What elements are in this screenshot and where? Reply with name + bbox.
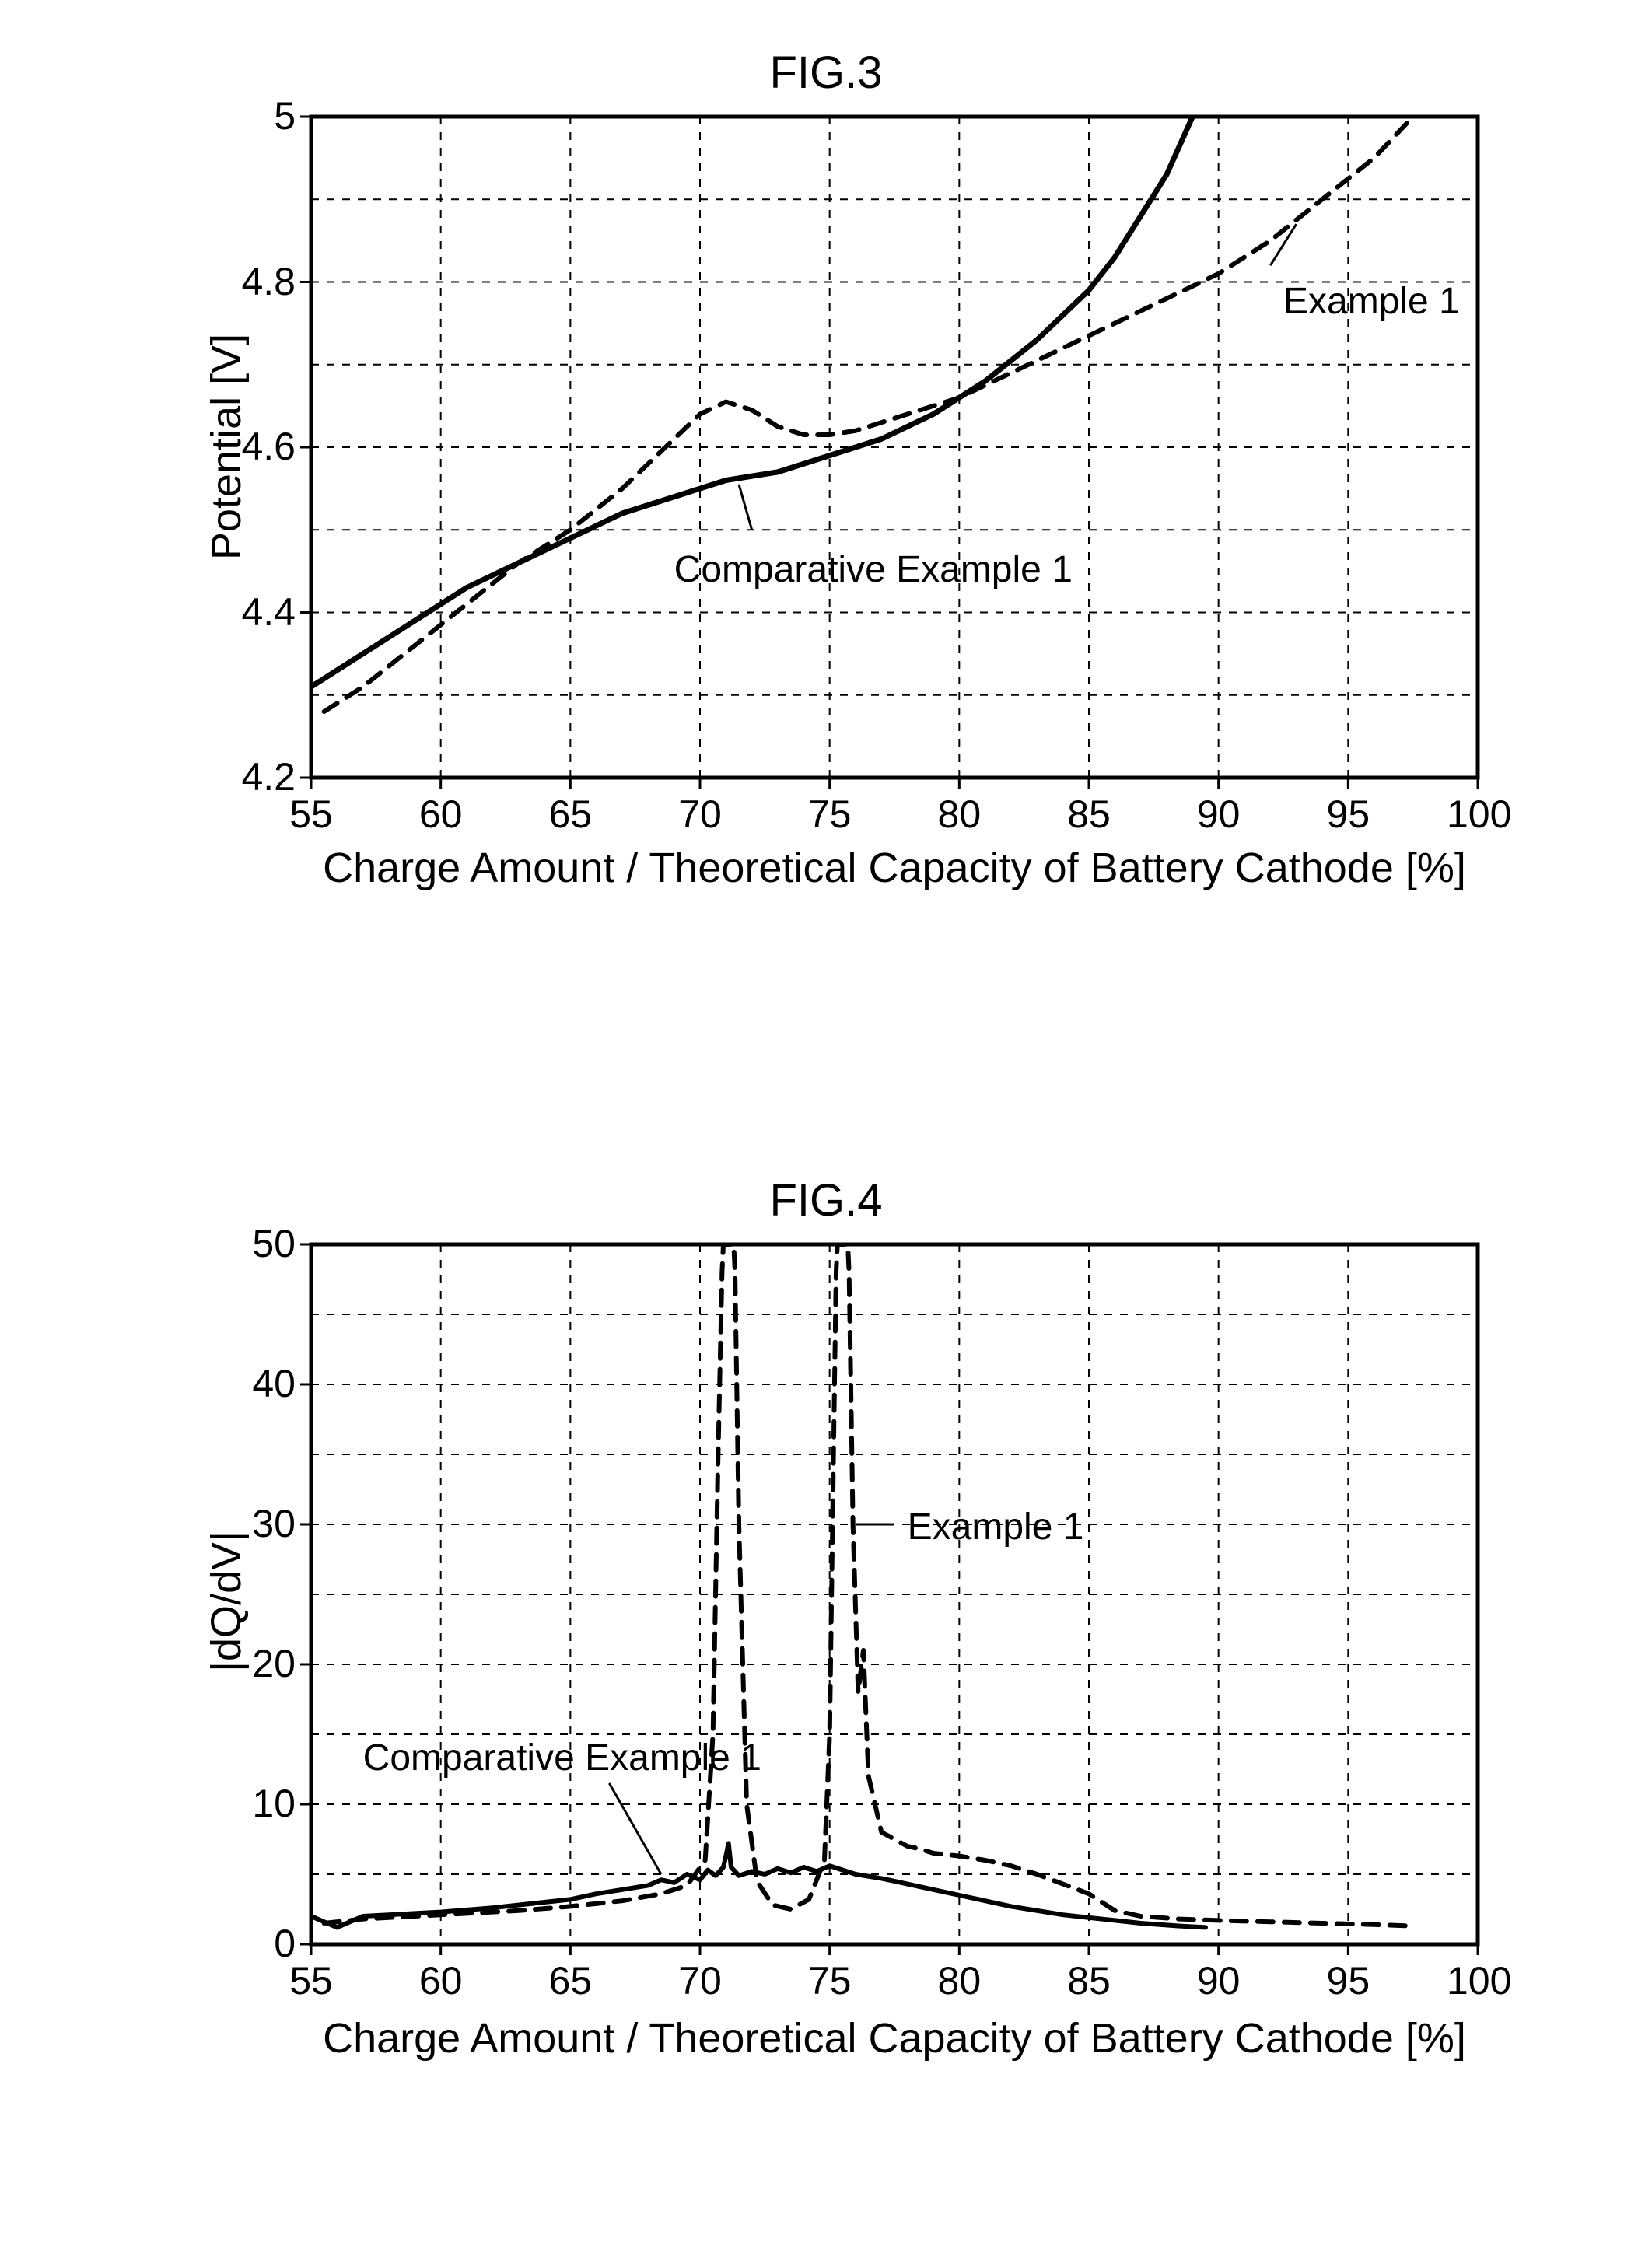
fig3-svg	[311, 117, 1478, 778]
y-tick-label: 4.4	[218, 589, 296, 635]
leader-line	[609, 1783, 661, 1874]
x-tick-label: 65	[539, 1958, 601, 2003]
x-tick-label: 75	[799, 792, 861, 837]
series-example1	[324, 117, 1413, 712]
x-tick-label: 60	[410, 1958, 472, 2003]
x-tick-label: 95	[1317, 792, 1379, 837]
y-tick-label: 50	[218, 1221, 296, 1266]
y-tick-label: 5	[218, 93, 296, 138]
x-tick-label: 70	[669, 1958, 731, 2003]
x-tick-label: 60	[410, 792, 472, 837]
y-tick-label: 0	[218, 1921, 296, 1966]
x-tick-label: 90	[1188, 1958, 1250, 2003]
series-comparative1	[311, 117, 1192, 687]
y-tick-label: 30	[218, 1501, 296, 1546]
y-tick-label: 10	[218, 1781, 296, 1826]
x-tick-label: 90	[1188, 792, 1250, 837]
x-tick-label: 95	[1317, 1958, 1379, 2003]
y-tick-label: 4.2	[218, 754, 296, 799]
fig4-x-label: Charge Amount / Theoretical Capacity of …	[311, 2014, 1478, 2062]
page: FIG.3 Potential [V] Charge Amount / Theo…	[0, 0, 1652, 2246]
x-tick-label: 85	[1058, 792, 1120, 837]
series-label-example1: Example 1	[1283, 280, 1460, 323]
x-tick-label: 100	[1447, 1958, 1509, 2003]
fig4-chart	[311, 1244, 1478, 1944]
leader-line	[739, 485, 752, 530]
series-label-comparative1: Comparative Example 1	[674, 548, 1073, 591]
y-tick-label: 4.6	[218, 424, 296, 469]
x-tick-label: 80	[928, 792, 990, 837]
fig4-svg	[311, 1244, 1478, 1944]
y-tick-label: 4.8	[218, 259, 296, 304]
fig3-title: FIG.3	[0, 47, 1652, 99]
x-tick-label: 65	[539, 792, 601, 837]
fig4-title: FIG.4	[0, 1174, 1652, 1226]
y-tick-label: 40	[218, 1361, 296, 1406]
fig3-x-label: Charge Amount / Theoretical Capacity of …	[311, 844, 1478, 892]
fig3-chart	[311, 117, 1478, 778]
x-tick-label: 70	[669, 792, 731, 837]
series-example1	[324, 1244, 1413, 1926]
y-tick-label: 20	[218, 1641, 296, 1686]
x-tick-label: 100	[1447, 792, 1509, 837]
x-tick-label: 80	[928, 1958, 990, 2003]
x-tick-label: 85	[1058, 1958, 1120, 2003]
series-label-example1: Example 1	[908, 1506, 1084, 1548]
x-tick-label: 75	[799, 1958, 861, 2003]
series-label-comparative1: Comparative Example 1	[363, 1737, 761, 1779]
